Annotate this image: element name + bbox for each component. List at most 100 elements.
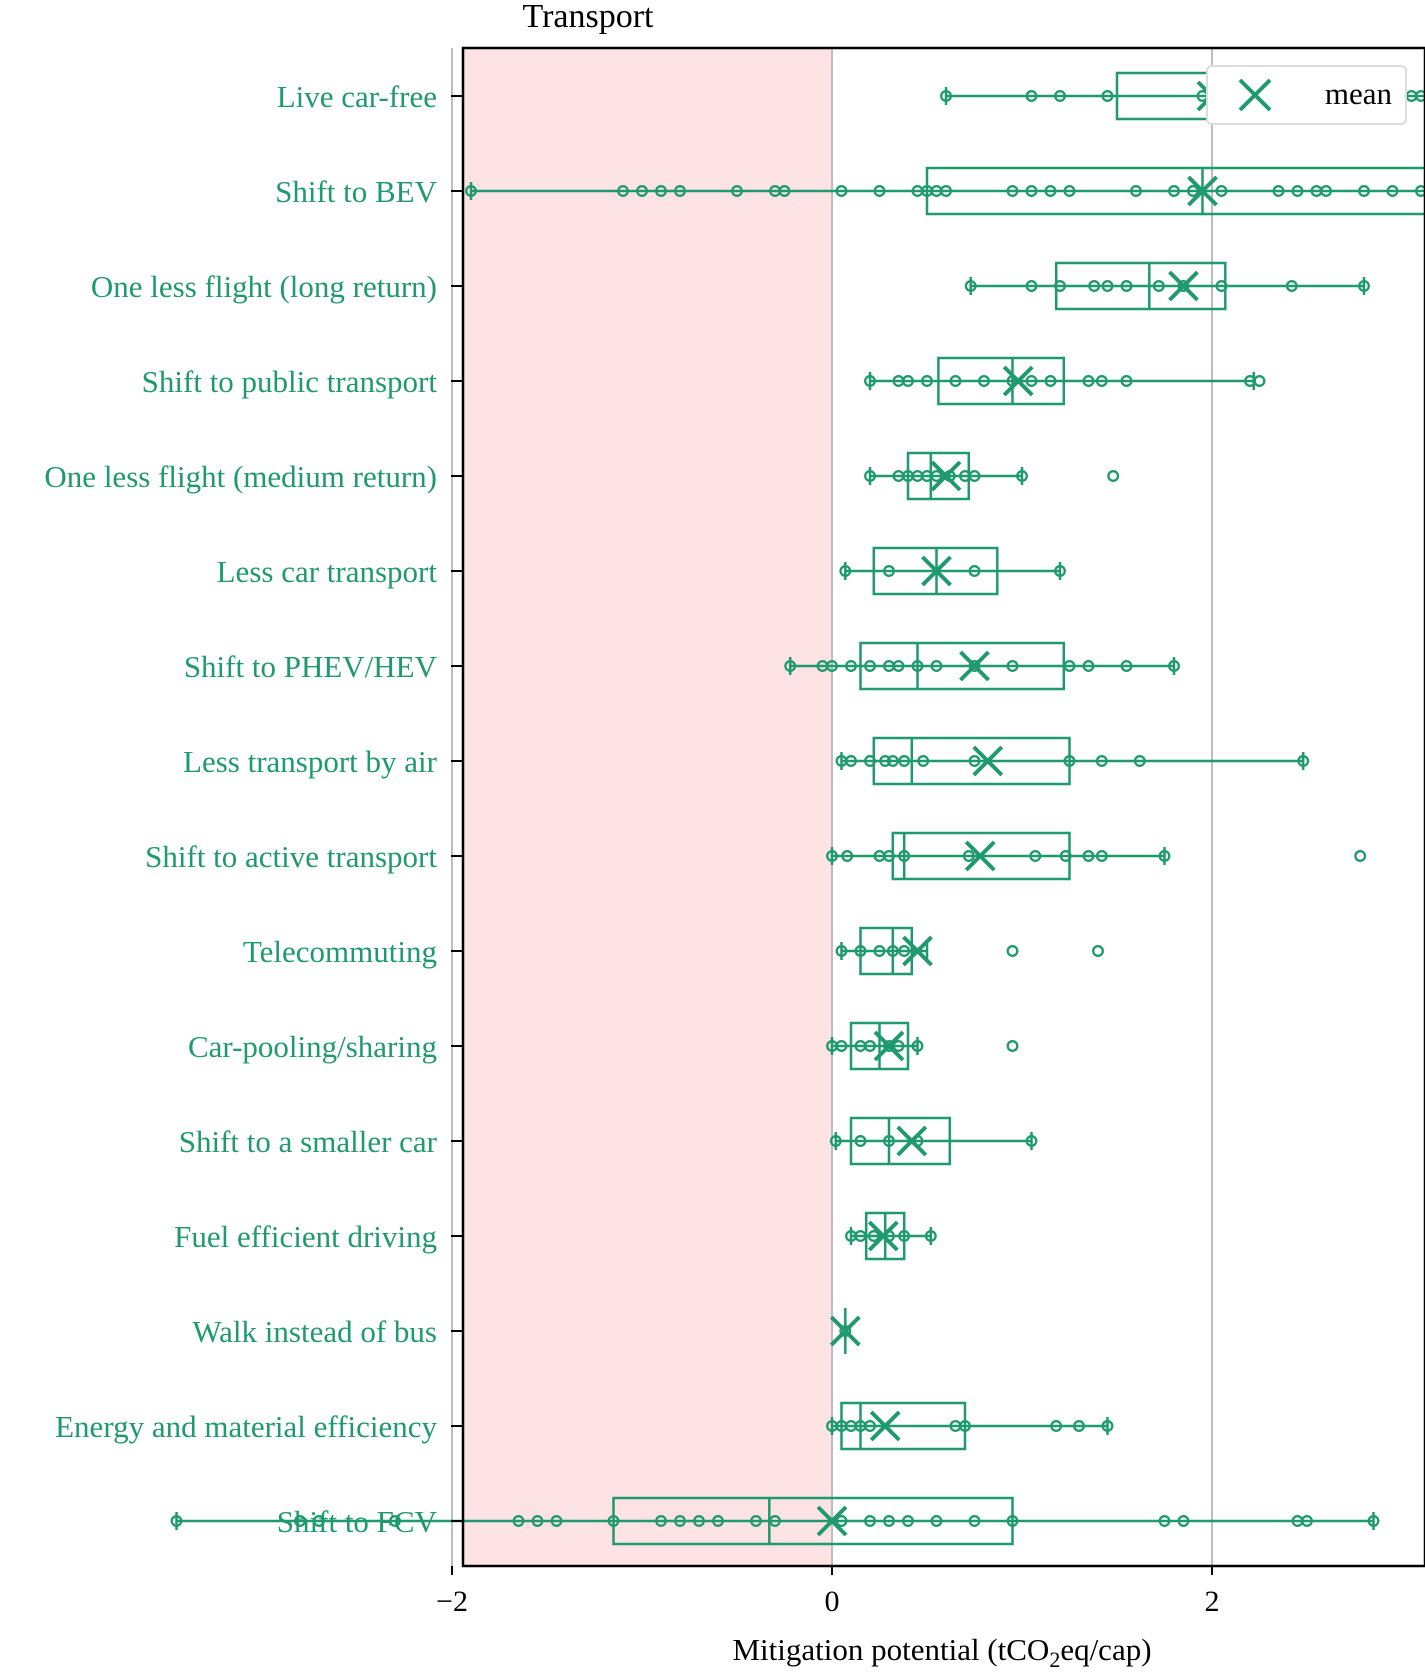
data-point <box>1054 90 1066 102</box>
data-point <box>1101 90 1114 102</box>
data-point <box>845 755 857 767</box>
data-point <box>1177 1515 1190 1527</box>
category-label: Telecommuting <box>243 934 437 969</box>
data-point <box>1358 280 1370 292</box>
data-point <box>1006 945 1019 957</box>
x-tick-label: 2 <box>1205 1585 1220 1618</box>
data-point <box>1006 185 1019 197</box>
data-point <box>1095 755 1108 767</box>
data-point <box>835 1515 848 1527</box>
mean-marker-stroke <box>902 935 933 967</box>
data-point <box>1177 280 1190 292</box>
data-point <box>968 1515 981 1527</box>
data-point <box>964 280 977 292</box>
box <box>925 166 1425 216</box>
mean-marker <box>873 1030 905 1062</box>
data-point <box>930 1515 943 1527</box>
mean-marker <box>921 555 952 587</box>
mean-marker-stroke <box>972 745 1004 777</box>
data-point <box>1415 90 1425 102</box>
data-point <box>1107 470 1120 482</box>
mean-marker <box>896 1125 928 1157</box>
category-label: Shift to BEV <box>275 174 438 209</box>
data-point <box>829 1135 842 1147</box>
data-point <box>886 945 899 957</box>
data-point <box>1120 660 1133 672</box>
data-point <box>1063 660 1076 672</box>
mean-marker <box>964 840 996 872</box>
boxplot <box>845 1211 937 1261</box>
data-point <box>1133 755 1146 767</box>
data-point <box>1016 470 1028 482</box>
mean-marker-stroke <box>1168 270 1199 302</box>
data-point <box>1006 1040 1019 1052</box>
x-tick-label: 0 <box>825 1585 840 1618</box>
mean-marker <box>829 1315 861 1347</box>
category-label: Shift to PHEV/HEV <box>184 649 438 684</box>
data-point <box>1130 185 1142 197</box>
data-point <box>674 185 686 197</box>
data-point <box>864 755 876 767</box>
data-point <box>968 565 981 577</box>
data-point <box>1006 1515 1019 1527</box>
data-point <box>750 1515 762 1527</box>
data-point <box>712 1515 724 1527</box>
data-point <box>1152 280 1165 292</box>
data-point <box>1101 1420 1114 1432</box>
boxplot <box>835 926 1104 976</box>
category-label: Energy and material efficiency <box>55 1409 437 1444</box>
x-tick-label: −2 <box>436 1585 468 1618</box>
category-label: Fuel efficient driving <box>174 1219 437 1254</box>
data-point <box>1054 565 1066 577</box>
data-point <box>1063 755 1076 767</box>
box <box>849 1116 952 1166</box>
mean-marker <box>1168 270 1199 302</box>
boxplot <box>839 546 1066 596</box>
background-layer <box>463 48 832 1566</box>
data-point <box>883 1135 895 1147</box>
data-point <box>917 755 930 767</box>
data-point <box>1006 660 1019 672</box>
data-point <box>867 1230 880 1242</box>
data-point <box>1029 850 1042 862</box>
data-point <box>854 945 867 957</box>
data-point <box>1215 185 1228 197</box>
x-axis-label: Mitigation potential (tCO2eq/cap) <box>732 1632 1151 1669</box>
plot-frame <box>461 46 1425 1568</box>
data-point <box>978 375 990 387</box>
data-point <box>835 1040 848 1052</box>
data-point <box>731 185 743 197</box>
mean-marker-stroke <box>867 1220 899 1252</box>
data-point <box>1158 1515 1171 1527</box>
boxplot <box>835 736 1310 786</box>
data-point <box>864 470 876 482</box>
data-point <box>898 755 911 767</box>
category-label: Shift to a smaller car <box>179 1124 438 1159</box>
data-point <box>1092 945 1104 957</box>
data-point <box>778 185 791 197</box>
mean-marker <box>816 1505 848 1537</box>
data-point <box>313 1515 325 1527</box>
boxplot <box>465 166 1425 216</box>
data-point <box>835 945 848 957</box>
x-axis: −20246 <box>436 1566 1220 1618</box>
data-point <box>883 565 895 577</box>
data-point <box>1088 280 1101 292</box>
data-point <box>1082 850 1095 862</box>
data-point <box>617 185 629 197</box>
mean-marker <box>902 935 933 967</box>
data-point <box>879 755 892 767</box>
data-point <box>636 185 648 197</box>
data-point <box>550 1515 563 1527</box>
data-point <box>898 945 911 957</box>
data-point <box>940 90 952 102</box>
data-point <box>607 1515 620 1527</box>
data-point <box>655 1515 667 1527</box>
data-point <box>854 1230 867 1242</box>
legend-box <box>1206 65 1407 125</box>
data-point <box>826 850 838 862</box>
category-label: Less car transport <box>217 554 438 589</box>
data-point <box>864 1040 876 1052</box>
data-point <box>883 850 895 862</box>
